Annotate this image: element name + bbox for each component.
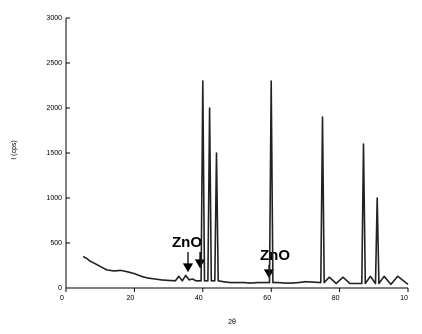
x-tick-label: 20 — [127, 295, 135, 302]
y-tick-label: 2000 — [46, 105, 62, 112]
y-tick-label: 0 — [58, 285, 62, 292]
y-axis-title: I (cps) — [11, 140, 18, 159]
data-line — [82, 80, 409, 286]
x-tick-label: 60 — [263, 295, 271, 302]
y-tick-label: 1000 — [46, 195, 62, 202]
annotation: ZnO — [260, 247, 290, 264]
x-tick-label: 40 — [195, 295, 203, 302]
x-tick-label: 80 — [332, 295, 340, 302]
x-tick-label: 0 — [60, 295, 64, 302]
annotation: ZnO — [172, 234, 202, 251]
x-tick-label: 10 — [400, 295, 408, 302]
y-tick-label: 1500 — [46, 150, 62, 157]
x-axis-title: 2θ — [228, 319, 236, 326]
y-tick-label: 2500 — [46, 60, 62, 67]
y-tick-label: 500 — [50, 240, 62, 247]
y-tick-label: 3000 — [46, 15, 62, 22]
